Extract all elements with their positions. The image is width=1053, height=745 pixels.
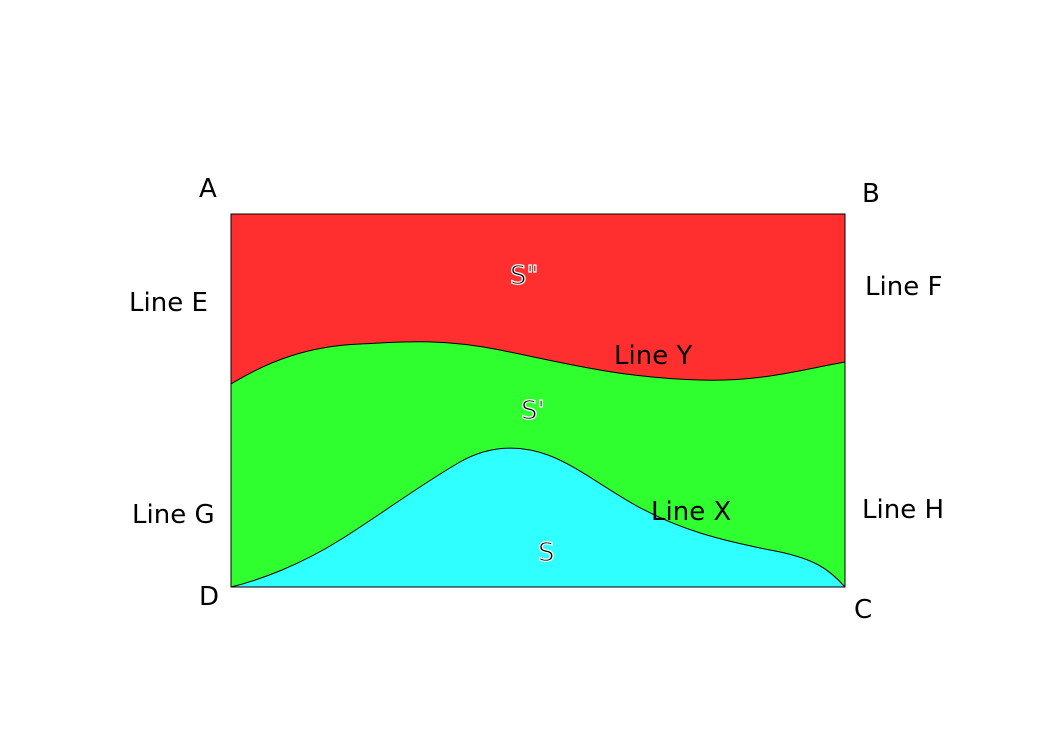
side-label-line-e: Line E: [129, 288, 208, 318]
curve-x: [230, 447, 846, 588]
region-label-s: S: [538, 538, 555, 568]
region-s-prime: [231, 341, 845, 587]
region-s: [231, 448, 845, 587]
curve-y: [230, 341, 846, 385]
corner-label-d: D: [199, 582, 219, 612]
region-label-s-double-prime: S": [510, 261, 538, 291]
region-s-double-prime: [231, 214, 845, 384]
side-label-line-g: Line G: [132, 500, 215, 530]
side-label-line-h: Line H: [862, 495, 944, 525]
curve-label-line-x: Line X: [651, 497, 731, 527]
region-label-s-prime: S': [521, 396, 545, 426]
corner-label-b: B: [862, 179, 880, 209]
corner-label-c: C: [854, 595, 872, 625]
corner-label-a: A: [199, 174, 217, 204]
side-label-line-f: Line F: [865, 272, 942, 302]
rectangle-abcd: [230, 213, 846, 588]
curve-label-line-y: Line Y: [614, 341, 692, 371]
